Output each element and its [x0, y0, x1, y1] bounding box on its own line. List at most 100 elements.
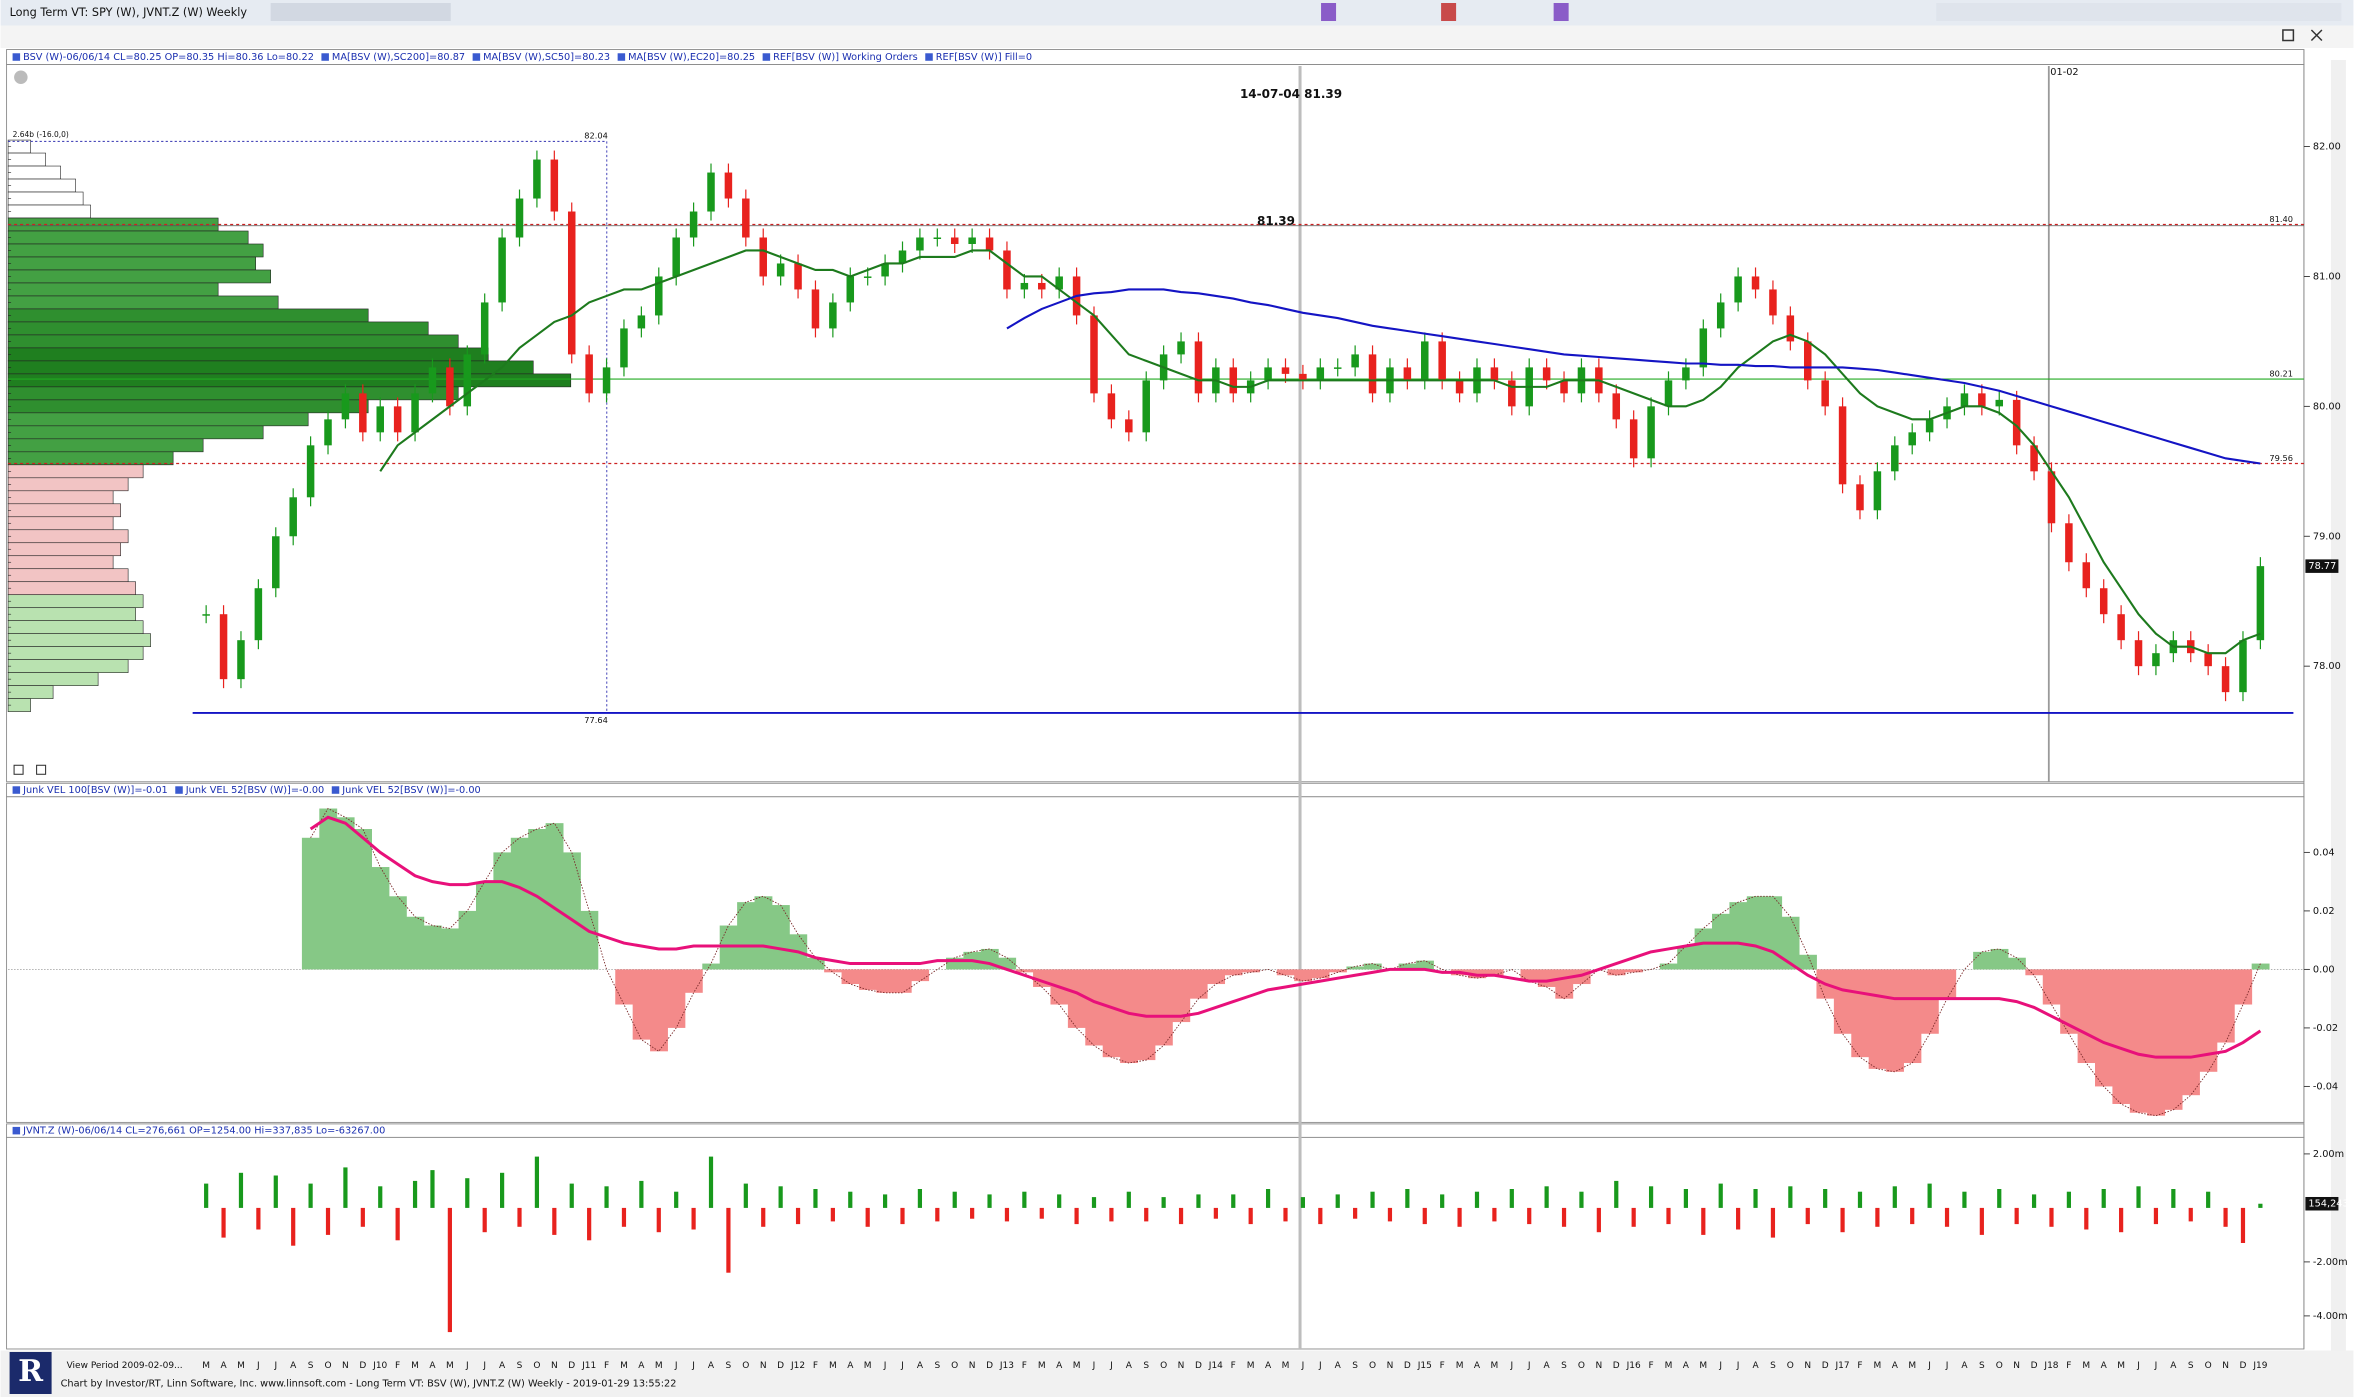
velocity-column — [1102, 969, 1121, 1058]
candle — [376, 406, 384, 433]
x-tick-label: F — [1440, 1361, 1445, 1371]
volume-bar — [1927, 1183, 1932, 1208]
scroll-strip[interactable] — [2330, 60, 2346, 1351]
x-tick-label: F — [813, 1361, 818, 1371]
panel-button[interactable] — [13, 764, 24, 775]
profile-bar — [7, 425, 264, 440]
velocity-column — [2060, 969, 2079, 1034]
x-tick-label: J — [465, 1361, 469, 1371]
volume-bar — [1057, 1194, 1062, 1208]
velocity-column — [1276, 969, 1295, 976]
profile-bar — [7, 165, 61, 180]
x-tick-label: M — [1908, 1361, 1916, 1371]
candle — [916, 237, 924, 251]
x-tick-label: S — [517, 1361, 523, 1371]
legend-item: MA[BSV (W),EC20]=80.25 — [628, 52, 755, 63]
profile-bar — [7, 477, 129, 492]
volume-bar — [987, 1194, 992, 1208]
legend-item: REF[BSV (W)] Fill=0 — [936, 52, 1032, 63]
x-tick-label: F — [2066, 1361, 2071, 1371]
x-tick-label: J10 — [372, 1361, 387, 1371]
x-tick-label: J — [273, 1361, 277, 1371]
x-tick-label: A — [1683, 1361, 1690, 1371]
x-tick-label: D — [1822, 1361, 1829, 1371]
volume-bar — [1300, 1197, 1306, 1208]
restore-button[interactable] — [2282, 29, 2295, 42]
toolbar-icon[interactable] — [1321, 3, 1337, 22]
profile-bar — [7, 412, 309, 427]
volume-bar — [221, 1207, 226, 1238]
y-tick-label: 2.00m — [2313, 1149, 2344, 1160]
velocity-column — [1015, 969, 1034, 973]
velocity-column — [371, 867, 390, 970]
panel-icon[interactable] — [14, 70, 28, 85]
profile-bar — [7, 360, 534, 375]
candle — [202, 614, 210, 616]
profile-bar — [7, 295, 279, 310]
candle — [1455, 380, 1464, 394]
candle — [446, 367, 454, 407]
volume-bar — [2101, 1189, 2106, 1208]
volume-bar — [1910, 1207, 1915, 1225]
x-tick-label: O — [1996, 1361, 2003, 1371]
volume-bar — [360, 1207, 365, 1227]
reference-label: 80.21 — [2269, 368, 2293, 378]
velocity-column — [806, 957, 825, 970]
volume-bar — [1370, 1191, 1375, 1208]
toolbar-icon[interactable] — [1553, 3, 1569, 22]
velocity-column — [1329, 969, 1347, 973]
candle — [272, 536, 280, 589]
x-tick-label: J — [1927, 1361, 1931, 1371]
volume-bar — [1840, 1207, 1845, 1233]
panel-button[interactable] — [36, 764, 47, 775]
volume-bar — [552, 1207, 557, 1235]
last-price-tag: 78.77 — [2308, 561, 2336, 572]
velocity-column — [1363, 963, 1382, 970]
volume-bar — [1979, 1207, 1984, 1235]
candle — [1856, 484, 1864, 511]
x-tick-label: M — [1282, 1361, 1290, 1371]
logo-box — [9, 1351, 52, 1394]
profile-bar — [7, 490, 114, 505]
velocity-column — [1607, 969, 1626, 976]
velocity-column — [1938, 969, 1957, 999]
x-tick-label: O — [533, 1361, 540, 1371]
x-tick-label: A — [1126, 1361, 1133, 1371]
velocity-column — [388, 896, 407, 970]
profile-bar — [7, 308, 369, 323]
volume-bar — [1022, 1191, 1027, 1208]
velocity-column — [2007, 957, 2026, 970]
volume-bar — [1074, 1207, 1079, 1225]
velocity-column — [336, 817, 355, 970]
x-tick-label: A — [2170, 1361, 2177, 1371]
x-tick-label: M — [2082, 1361, 2090, 1371]
volume-bar — [2136, 1186, 2141, 1208]
candle — [829, 302, 837, 329]
volume-bar — [1144, 1207, 1149, 1222]
x-tick-label: M — [1491, 1361, 1499, 1371]
close-button[interactable] — [2310, 29, 2323, 42]
candle — [1038, 282, 1046, 290]
x-tick-label: A — [499, 1361, 506, 1371]
x-tick-label: O — [324, 1361, 331, 1371]
velocity-column — [580, 910, 599, 970]
profile-bar — [7, 659, 129, 673]
candle — [1490, 367, 1499, 381]
volume-bar — [2153, 1207, 2159, 1225]
x-tick-label: A — [1892, 1361, 1899, 1371]
volume-bar — [1091, 1197, 1097, 1208]
volume-bar — [1666, 1207, 1671, 1225]
x-tick-label: J — [883, 1361, 887, 1371]
candle — [968, 237, 976, 244]
candle — [550, 159, 559, 212]
velocity-column — [1624, 969, 1643, 973]
candle — [1421, 341, 1429, 381]
volume-bar — [674, 1191, 679, 1208]
toolbar-icon[interactable] — [1441, 3, 1457, 22]
profile-bar — [7, 269, 271, 284]
velocity-column — [1311, 969, 1330, 979]
candle — [1682, 367, 1690, 381]
volume-bar — [1631, 1207, 1636, 1227]
volume-bar — [1544, 1186, 1549, 1208]
x-tick-label: J14 — [1208, 1361, 1223, 1371]
